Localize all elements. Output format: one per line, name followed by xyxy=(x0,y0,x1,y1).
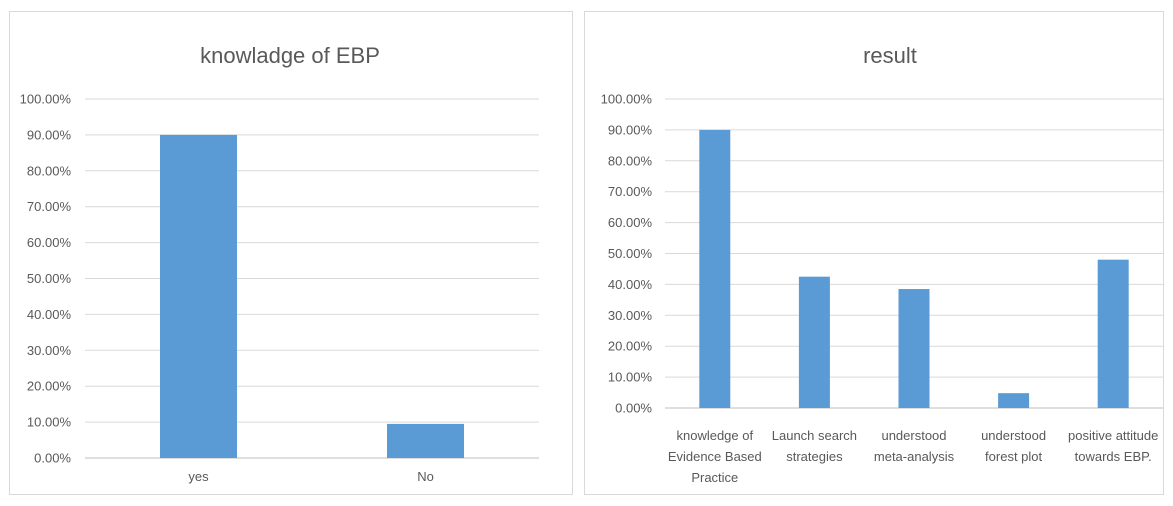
y-tick-label: 100.00% xyxy=(601,92,653,107)
category-label: Launch search xyxy=(772,428,857,443)
y-tick-label: 20.00% xyxy=(27,379,72,394)
category-label: knowledge of xyxy=(676,428,753,443)
y-tick-label: 20.00% xyxy=(608,339,653,354)
y-tick-label: 90.00% xyxy=(27,127,72,142)
chart-title: result xyxy=(863,43,917,68)
y-tick-label: 10.00% xyxy=(608,370,653,385)
chart-knowledge-of-ebp: knowladge of EBP 0.00% 10.00% 20.00% 30.00% 4… xyxy=(20,43,539,484)
y-tick-label: 0.00% xyxy=(615,401,652,416)
category-label: understood xyxy=(881,428,946,443)
category-label: meta-analysis xyxy=(874,449,955,464)
category-label: forest plot xyxy=(985,449,1042,464)
y-tick-label: 60.00% xyxy=(27,235,72,250)
category-label: yes xyxy=(188,469,209,484)
bar xyxy=(998,393,1030,408)
y-tick-label: 50.00% xyxy=(608,246,653,261)
y-tick-label: 90.00% xyxy=(608,122,653,137)
category-label: positive attitude xyxy=(1068,428,1158,443)
y-tick-label: 100.00% xyxy=(20,92,72,107)
bar xyxy=(160,134,237,458)
y-tick-label: 40.00% xyxy=(608,277,653,292)
y-tick-label: 0.00% xyxy=(34,451,71,466)
y-tick-label: 70.00% xyxy=(608,184,653,199)
y-tick-label: 30.00% xyxy=(27,343,72,358)
y-tick-label: 50.00% xyxy=(27,271,72,286)
category-label: towards EBP. xyxy=(1075,449,1152,464)
category-label: Evidence Based xyxy=(668,449,762,464)
y-tick-label: 60.00% xyxy=(608,215,653,230)
bar xyxy=(387,423,464,458)
chart-panel-knowledge: knowladge of EBP 0.00% 10.00% 20.00% 30.00% 4… xyxy=(9,11,573,495)
chart-panel-result: result 0.00% 10.00% 20.00% 30.00% 40.00% 50.00… xyxy=(584,11,1164,495)
chart-result: result 0.00% 10.00% 20.00% 30.00% 40.00% 50.00… xyxy=(601,43,1163,485)
y-tick-label: 30.00% xyxy=(608,308,653,323)
y-tick-label: 80.00% xyxy=(608,153,653,168)
chart-title: knowladge of EBP xyxy=(200,43,380,68)
y-tick-label: 80.00% xyxy=(27,163,72,178)
category-label: No xyxy=(417,469,434,484)
bar xyxy=(1097,259,1129,408)
y-tick-label: 10.00% xyxy=(27,415,72,430)
bar xyxy=(898,289,930,408)
category-label: Practice xyxy=(691,470,738,485)
y-tick-label: 40.00% xyxy=(27,307,72,322)
bar xyxy=(699,129,731,408)
y-tick-label: 70.00% xyxy=(27,199,72,214)
category-label: understood xyxy=(981,428,1046,443)
bar xyxy=(798,276,830,408)
category-label: strategies xyxy=(786,449,843,464)
